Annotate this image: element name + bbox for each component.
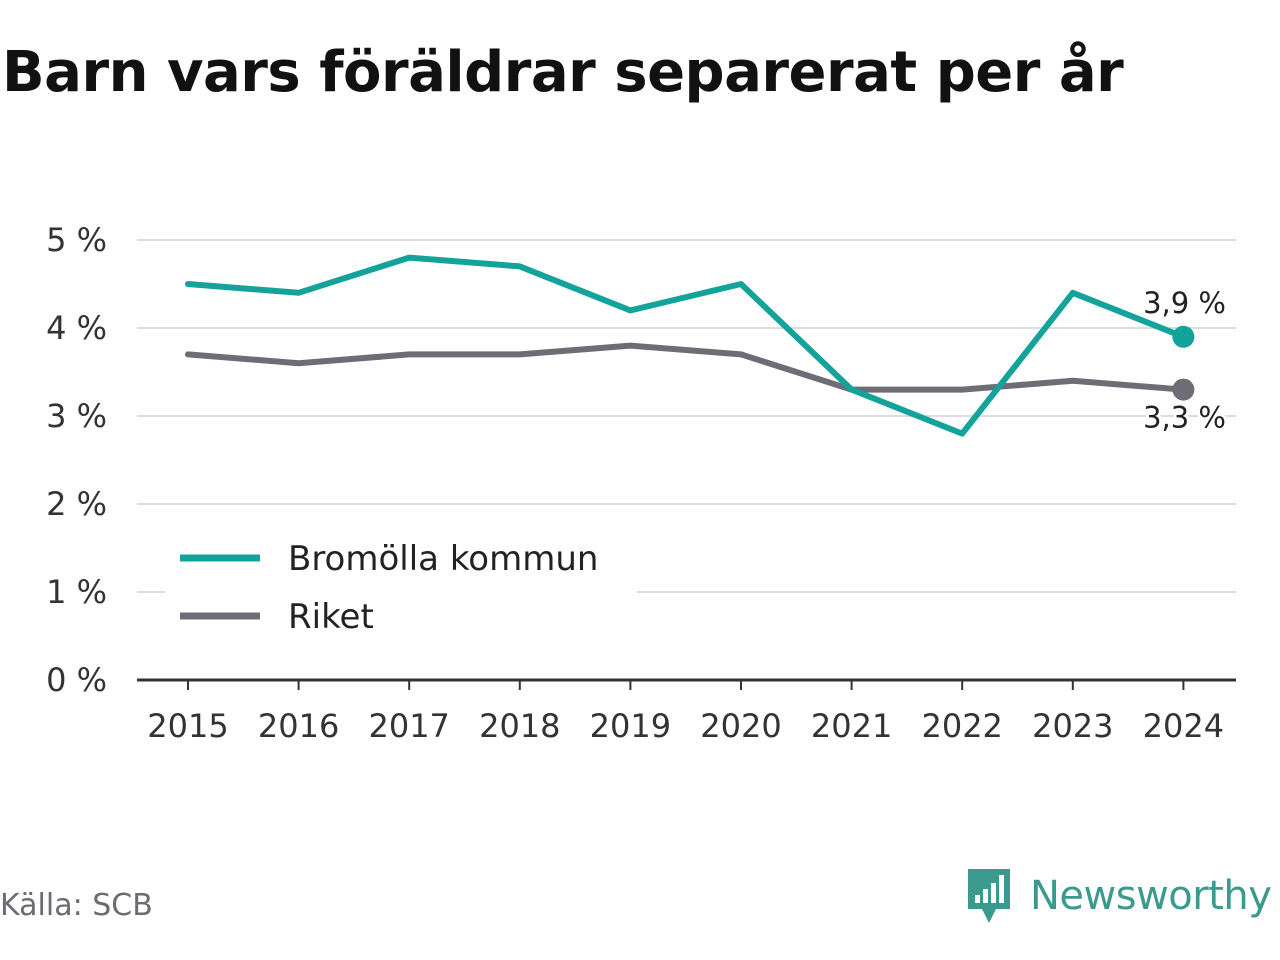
- x-tick-label: 2016: [258, 707, 339, 745]
- newsworthy-logo-icon: [968, 869, 1010, 923]
- y-tick-label: 2 %: [46, 485, 107, 523]
- x-tick-label: 2017: [368, 707, 449, 745]
- y-tick-label: 5 %: [46, 221, 107, 259]
- end-labels: 3,9 % 3,3 %: [1140, 283, 1229, 438]
- series-end-point-1: [1172, 378, 1195, 401]
- x-tick-label: 2023: [1032, 707, 1113, 745]
- legend-label: Bromölla kommun: [288, 539, 598, 579]
- x-tick-label: 2024: [1143, 707, 1224, 745]
- source-note: Källa: SCB: [0, 888, 153, 923]
- y-tick-label: 4 %: [46, 309, 107, 347]
- y-tick-label: 0 %: [46, 661, 107, 699]
- y-tick-label: 3 %: [46, 397, 107, 435]
- x-axis: 2015 2016 2017 2018 2019 2020 2021 2022 2023 2024: [137, 678, 1236, 745]
- brand-name: Newsworthy: [1030, 873, 1272, 919]
- x-tick-label: 2021: [811, 707, 892, 745]
- x-tick-label: 2020: [700, 707, 781, 745]
- legend-background: [165, 530, 637, 648]
- y-axis-ticks: 0 % 1 % 2 % 3 % 4 % 5 %: [46, 221, 107, 699]
- end-value-label: 3,9 %: [1143, 286, 1226, 320]
- x-tick-label: 2018: [479, 707, 560, 745]
- series-end-point-0: [1172, 325, 1195, 348]
- chart-title: Barn vars föräldrar separerat per år: [2, 40, 1124, 105]
- x-tick-label: 2022: [921, 707, 1002, 745]
- y-tick-label: 1 %: [46, 573, 107, 611]
- end-value-label: 3,3 %: [1143, 401, 1226, 435]
- series-line-1: [185, 342, 1187, 393]
- x-tick-label: 2015: [147, 707, 228, 745]
- line-chart: 0 %1 %2 %3 %4 %5 % 2015 2016 2017 2018 2019 2…: [46, 221, 1236, 745]
- series-line-0: [185, 254, 1187, 437]
- series-lines: [185, 254, 1195, 437]
- brand[interactable]: Newsworthy: [964, 862, 1272, 930]
- x-tick-label: 2019: [590, 707, 671, 745]
- legend-label: Riket: [288, 597, 374, 637]
- legend: Bromölla kommun Riket: [165, 530, 637, 648]
